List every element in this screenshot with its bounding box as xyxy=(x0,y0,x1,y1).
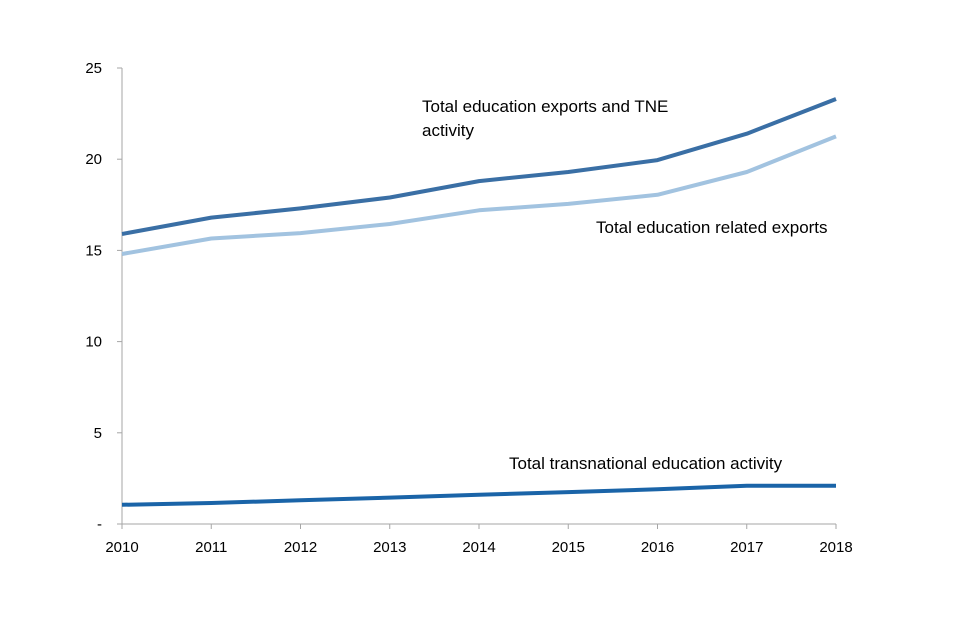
y-tick-label: 20 xyxy=(85,151,102,168)
x-axis: 2010 2011 2012 2013 2014 2015 2016 2017 2018 xyxy=(105,523,853,556)
education-related-exports-line xyxy=(121,134,837,256)
x-tick-label: 2016 xyxy=(641,539,674,556)
exports-and-tne-label: Total education exports and TNE xyxy=(422,97,668,116)
y-axis: - 5 10 15 20 25 xyxy=(85,60,123,533)
x-tick-label: 2018 xyxy=(819,539,852,556)
exports-and-tne-line xyxy=(121,97,837,236)
x-tick-label: 2010 xyxy=(105,539,138,556)
x-tick-label: 2017 xyxy=(730,539,763,556)
x-tick-label: 2014 xyxy=(462,539,495,556)
y-tick-label: 5 xyxy=(94,425,102,442)
x-tick-label: 2015 xyxy=(552,539,585,556)
series-lines xyxy=(121,97,837,507)
y-tick-label: - xyxy=(97,516,102,533)
exports-and-tne-label: activity xyxy=(422,121,474,140)
x-tick-label: 2013 xyxy=(373,539,406,556)
y-tick-label: 10 xyxy=(85,334,102,351)
education-related-exports-label: Total education related exports xyxy=(596,218,828,237)
x-tick-label: 2012 xyxy=(284,539,317,556)
y-tick-label: 25 xyxy=(85,60,102,77)
transnational-education-label: Total transnational education activity xyxy=(509,454,783,473)
y-tick-label: 15 xyxy=(85,242,102,259)
transnational-education-line xyxy=(121,483,836,507)
x-tick-label: 2011 xyxy=(195,539,227,556)
series-labels: Total education exports and TNE activity T… xyxy=(422,97,828,473)
